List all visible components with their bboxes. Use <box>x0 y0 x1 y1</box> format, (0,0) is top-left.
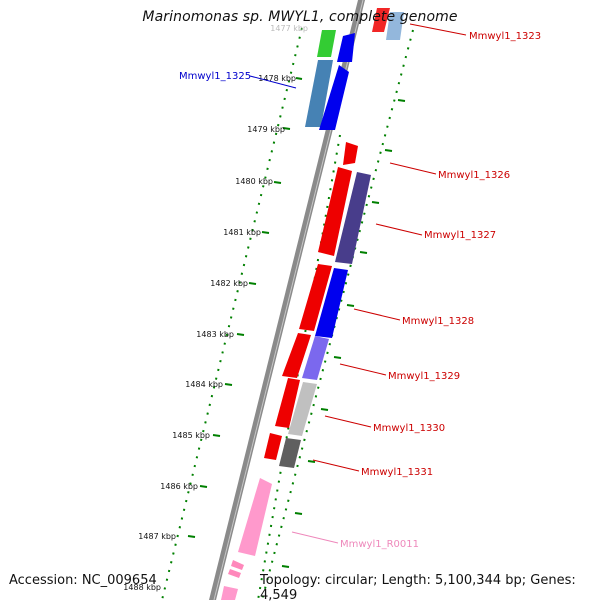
gene-1328b <box>315 268 348 338</box>
gene-1323-arrow <box>372 8 390 32</box>
major-tick <box>273 181 282 184</box>
major-tick <box>212 434 221 437</box>
gene-1323-partner <box>386 12 404 40</box>
major-tick <box>281 565 290 568</box>
gene-label: Mmwyl1_1329 <box>388 371 460 382</box>
major-tick <box>384 149 393 152</box>
major-tick <box>295 77 303 80</box>
gene-label: Mmwyl1_1328 <box>402 316 474 327</box>
gene-r0011-small2 <box>228 569 241 578</box>
gene-label: Mmwyl1_1327 <box>424 230 496 241</box>
gene-label: Mmwyl1_1330 <box>373 423 445 434</box>
map-title: Marinomonas sp. MWYL1, complete genome <box>142 9 458 25</box>
gene-1324 <box>317 30 336 57</box>
leader-line <box>339 363 387 376</box>
gene-label: Mmwyl1_1326 <box>438 170 510 181</box>
gene-bottom-pink <box>221 586 238 600</box>
gene-1330b <box>288 382 317 436</box>
major-tick <box>397 99 406 102</box>
major-tick <box>371 201 380 204</box>
major-tick <box>224 383 233 386</box>
major-tick <box>333 356 342 359</box>
leader-line <box>312 459 360 472</box>
accession-text: Accession: NC_009654 <box>9 573 157 588</box>
leader-lines <box>249 23 467 544</box>
leader-line <box>353 308 401 321</box>
leader-line <box>324 415 372 428</box>
gene-1325b <box>319 65 349 130</box>
gene-features <box>221 8 404 600</box>
gene-1327 <box>335 172 371 264</box>
major-ticks <box>187 77 406 568</box>
gene-1329b <box>302 336 329 380</box>
major-tick <box>282 127 291 130</box>
major-tick <box>187 535 196 538</box>
kbp-label: 1477 kbp <box>270 24 308 33</box>
leader-line <box>291 531 339 544</box>
kbp-label: 1487 kbp <box>138 532 176 541</box>
gene-r0011-small <box>231 560 244 570</box>
major-tick <box>294 512 303 515</box>
major-tick <box>261 231 270 234</box>
major-tick <box>199 485 208 488</box>
kbp-label: 1480 kbp <box>235 177 273 186</box>
major-tick <box>236 333 245 336</box>
gene-label: Mmwyl1_1331 <box>361 467 433 478</box>
kbp-label: 1484 kbp <box>185 380 223 389</box>
leader-line <box>249 75 297 89</box>
gene-label: Mmwyl1_1325 <box>179 71 251 82</box>
major-tick <box>307 460 316 463</box>
major-tick <box>320 408 329 411</box>
kbp-label: 1485 kbp <box>172 431 210 440</box>
major-tick <box>346 304 355 307</box>
leader-line <box>409 23 467 36</box>
kbp-label: 1482 kbp <box>210 279 248 288</box>
gene-1326b <box>318 167 352 256</box>
kbp-label: 1486 kbp <box>160 482 198 491</box>
leader-line <box>389 162 437 175</box>
gene-r0011 <box>238 478 272 556</box>
gene-1331a <box>264 433 282 460</box>
major-tick <box>248 282 257 285</box>
leader-line <box>375 223 423 236</box>
gene-1325 <box>305 60 333 127</box>
kbp-label: 1481 kbp <box>223 228 261 237</box>
major-tick <box>359 251 368 254</box>
gene-1329a <box>282 333 311 378</box>
kbp-label: 1478 kbp <box>258 74 296 83</box>
gene-1326 <box>343 142 358 165</box>
gene-1324b <box>337 33 355 62</box>
gene-1331b <box>279 438 301 468</box>
gene-label: Mmwyl1_R0011 <box>340 539 419 550</box>
gene-1330a <box>275 378 300 428</box>
kbp-label: 1479 kbp <box>247 125 285 134</box>
gene-label: Mmwyl1_1323 <box>469 31 541 42</box>
topology-text: Topology: circular; Length: 5,100,344 bp… <box>260 573 576 603</box>
kbp-label: 1488 kbp <box>123 583 161 592</box>
kbp-label: 1483 kbp <box>196 330 234 339</box>
gene-1328a <box>299 264 332 331</box>
